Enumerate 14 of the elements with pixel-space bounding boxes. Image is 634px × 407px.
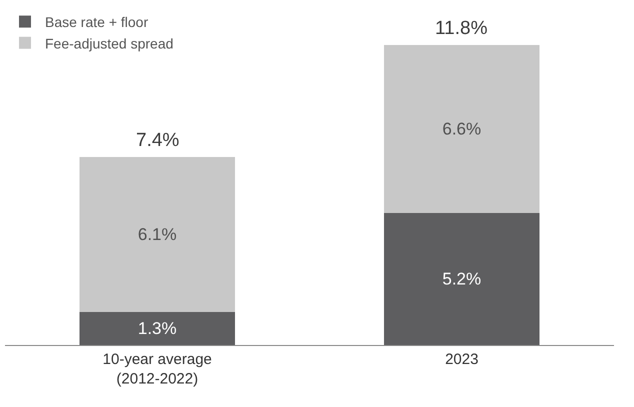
bar — [384, 212, 540, 345]
data-label: 5.2% — [442, 269, 482, 288]
total-label: 11.8% — [435, 18, 488, 39]
data-label: 6.1% — [138, 224, 177, 244]
bar — [80, 312, 235, 345]
total-label: 7.4% — [136, 130, 180, 151]
legend-label: Fee-adjusted spread — [45, 35, 174, 52]
bar — [384, 45, 540, 213]
x-tick-label: 2023 — [445, 351, 478, 368]
data-label: 1.3% — [138, 318, 177, 338]
bar — [80, 156, 235, 312]
data-label: 6.6% — [442, 119, 482, 138]
legend-label: Base rate + floor — [45, 14, 148, 30]
x-tick-label: 10-year average (2012-2022) — [102, 351, 212, 388]
